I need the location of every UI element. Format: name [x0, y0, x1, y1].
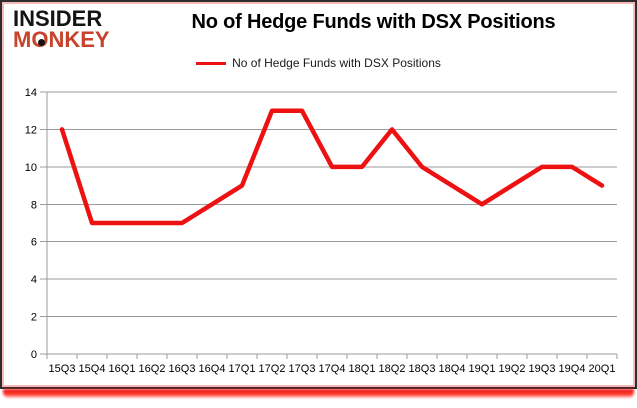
x-axis-label: 16Q2: [139, 363, 166, 375]
x-axis-label: 16Q1: [109, 363, 136, 375]
chart-legend: No of Hedge Funds with DSX Positions: [0, 56, 637, 70]
logo-line-insider: INSIDER: [13, 6, 103, 31]
y-axis-label: 8: [31, 199, 37, 211]
x-axis-label: 18Q4: [439, 363, 466, 375]
monkey-eye-dot-icon: [38, 39, 45, 46]
chart-title: No of Hedge Funds with DSX Positions: [191, 11, 556, 33]
chart-panel: [0, 0, 637, 389]
x-axis-label: 16Q4: [199, 363, 226, 375]
x-axis-label: 19Q1: [469, 363, 496, 375]
x-axis-label: 18Q1: [349, 363, 376, 375]
x-axis-label: 17Q4: [319, 363, 346, 375]
y-axis-label: 14: [25, 87, 37, 99]
legend-label: No of Hedge Funds with DSX Positions: [232, 56, 441, 70]
x-axis-label: 17Q2: [259, 363, 286, 375]
legend-line-swatch: [196, 61, 227, 65]
y-axis-label: 10: [25, 162, 37, 174]
x-axis-label: 20Q1: [589, 363, 616, 375]
insider-monkey-logo: INSIDER MONKEY: [13, 6, 110, 52]
bottom-red-glow: [3, 389, 634, 398]
x-axis-label: 16Q3: [169, 363, 196, 375]
x-axis-label: 15Q4: [79, 363, 106, 375]
y-axis-label: 2: [31, 312, 37, 324]
x-axis-label: 19Q2: [499, 363, 526, 375]
x-axis-label: 18Q3: [409, 363, 436, 375]
y-axis-label: 6: [31, 237, 37, 249]
y-axis-label: 4: [31, 274, 37, 286]
x-axis-label: 18Q2: [379, 363, 406, 375]
series-line-dsx: [59, 108, 605, 226]
x-axis-label: 17Q1: [229, 363, 256, 375]
x-axis-label: 19Q3: [529, 363, 556, 375]
x-axis-label: 15Q3: [49, 363, 76, 375]
x-axis-label: 19Q4: [559, 363, 586, 375]
y-axis-label: 12: [25, 124, 37, 136]
x-axis-label: 17Q3: [289, 363, 316, 375]
logo-line-monkey: MONKEY: [13, 27, 110, 52]
y-axis-label: 0: [31, 349, 37, 361]
